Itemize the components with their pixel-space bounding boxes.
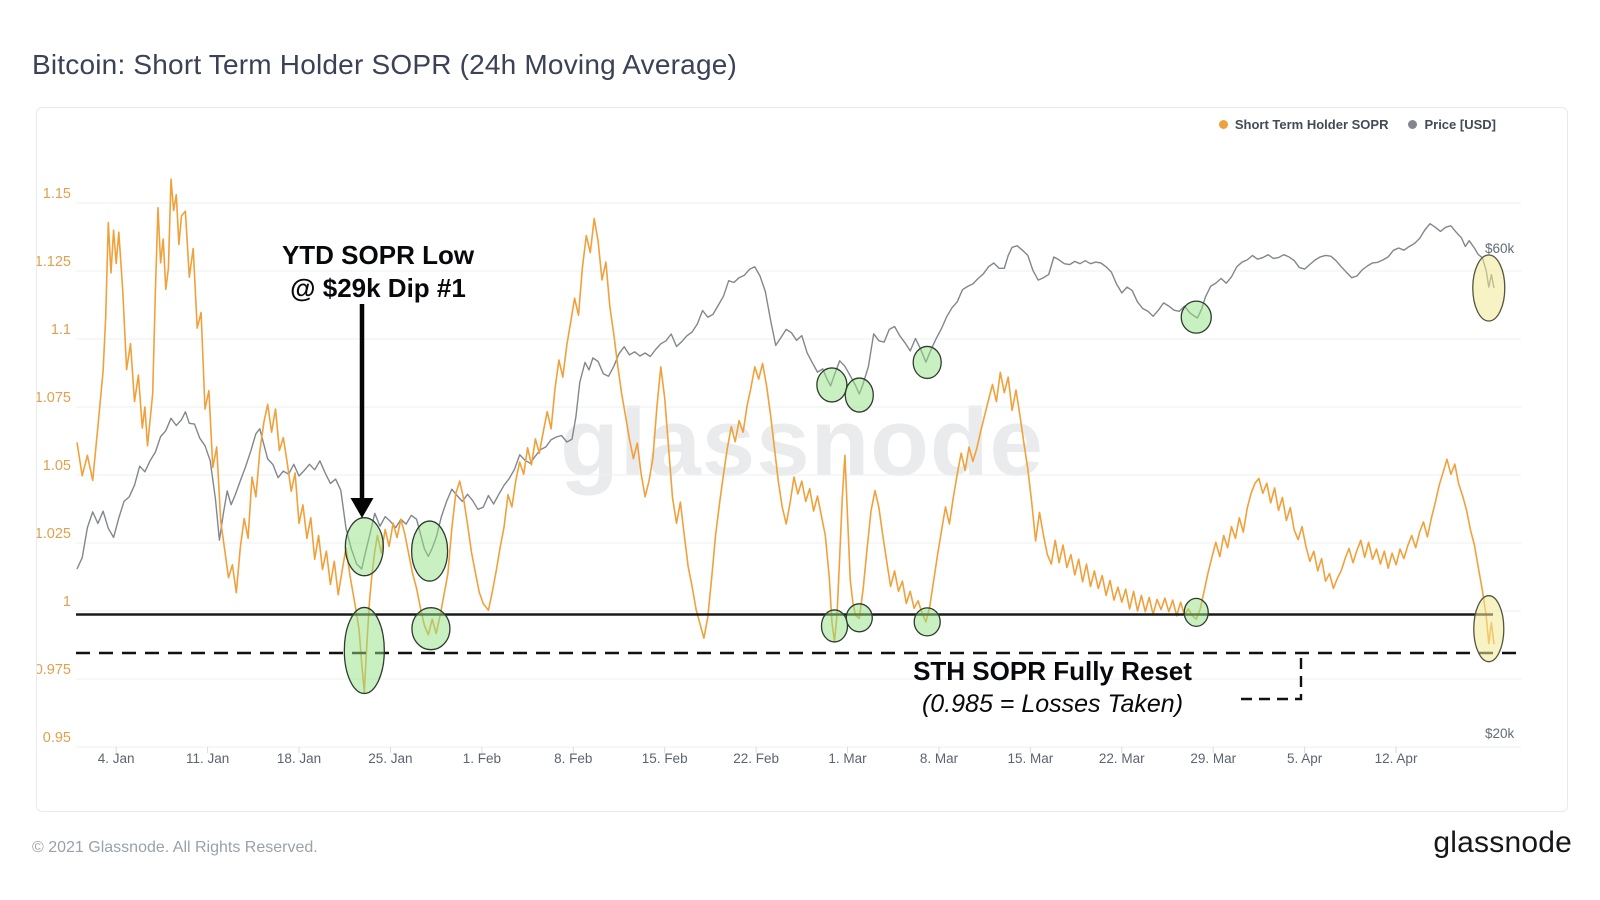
highlight-ellipse-green bbox=[913, 607, 941, 637]
price-legend-dot-icon bbox=[1408, 120, 1418, 129]
date-tick-label: 1. Feb bbox=[463, 751, 501, 766]
sopr-chart: 1.15 1.125 1.1 1.075 1.05 1.025 1 0.975 0.95 4. … bbox=[37, 178, 1521, 766]
price-tick-label: $60k bbox=[1485, 241, 1515, 256]
annotation-sth-fully-reset: STH SOPR Fully Reset (0.985 = Losses Tak… bbox=[865, 655, 1240, 721]
highlight-ellipse-green bbox=[820, 609, 849, 643]
chart-legend: Short Term Holder SOPR Price [USD] bbox=[1218, 117, 1496, 132]
chart-card: glassnode 1.15 1.125 1.1 1.075 1.05 1.025 1 0.9… bbox=[36, 107, 1568, 812]
sopr-line bbox=[76, 178, 1495, 693]
date-tick-label: 4. Jan bbox=[98, 751, 135, 766]
legend-item-price[interactable]: Price [USD] bbox=[1408, 117, 1496, 132]
sopr-tick-label: 1 bbox=[63, 594, 71, 610]
sopr-tick-label: 1.15 bbox=[43, 186, 71, 202]
date-tick-label: 22. Mar bbox=[1099, 751, 1145, 766]
annotation-arrow bbox=[350, 304, 374, 518]
page-title: Bitcoin: Short Term Holder SOPR (24h Mov… bbox=[32, 48, 738, 80]
annotation-ytd-line2: @ $29k Dip #1 bbox=[290, 273, 466, 303]
copyright-text: © 2021 Glassnode. All Rights Reserved. bbox=[32, 839, 318, 856]
x-axis-tick-marks bbox=[115, 747, 1397, 753]
legend-label-sopr: Short Term Holder SOPR bbox=[1234, 117, 1389, 132]
sopr-tick-label: 0.95 bbox=[43, 730, 71, 746]
date-tick-label: 1. Mar bbox=[828, 751, 867, 766]
highlight-ellipse-green bbox=[1180, 300, 1212, 334]
sopr-axis-labels: 1.15 1.125 1.1 1.075 1.05 1.025 1 0.975 0.95 bbox=[37, 186, 71, 746]
highlight-ellipse-green bbox=[343, 606, 385, 695]
footer: © 2021 Glassnode. All Rights Reserved. g… bbox=[32, 826, 1572, 860]
date-axis-labels: 4. Jan 11. Jan 18. Jan 25. Jan 1. Feb 8. Feb 1… bbox=[98, 751, 1418, 766]
annotation-sth-line1: STH SOPR Fully Reset bbox=[913, 656, 1192, 686]
date-tick-label: 15. Mar bbox=[1007, 751, 1053, 766]
sopr-tick-label: 1.1 bbox=[51, 322, 71, 338]
highlight-ellipse-green bbox=[411, 607, 451, 651]
date-tick-label: 18. Jan bbox=[277, 751, 321, 766]
date-tick-label: 22. Feb bbox=[733, 751, 779, 766]
highlight-ellipse-green bbox=[410, 520, 449, 582]
annotation-ytd-sopr-low: YTD SOPR Low @ $29k Dip #1 bbox=[243, 239, 513, 305]
highlight-ellipse-yellow bbox=[1472, 254, 1506, 322]
date-tick-label: 11. Jan bbox=[186, 751, 229, 766]
date-tick-label: 8. Mar bbox=[920, 751, 959, 766]
date-tick-label: 12. Apr bbox=[1375, 751, 1418, 766]
highlight-ellipse-green bbox=[845, 603, 873, 633]
highlight-ellipse-green bbox=[912, 345, 942, 380]
sopr-tick-label: 1.075 bbox=[37, 390, 71, 406]
highlight-ellipse-green bbox=[844, 377, 874, 413]
highlight-ellipse-yellow bbox=[1473, 595, 1505, 663]
date-tick-label: 29. Mar bbox=[1190, 751, 1236, 766]
glassnode-logo: glassnode bbox=[1433, 826, 1572, 859]
sopr-tick-label: 1.125 bbox=[37, 254, 71, 270]
date-tick-label: 25. Jan bbox=[368, 751, 412, 766]
legend-item-sopr[interactable]: Short Term Holder SOPR bbox=[1218, 117, 1389, 132]
highlight-ellipse-green bbox=[816, 367, 848, 403]
sopr-tick-label: 1.025 bbox=[37, 526, 71, 542]
sopr-tick-label: 1.05 bbox=[43, 458, 71, 474]
date-tick-label: 8. Feb bbox=[554, 751, 592, 766]
annotation-ytd-line1: YTD SOPR Low bbox=[281, 240, 475, 270]
date-tick-label: 15. Feb bbox=[642, 751, 688, 766]
price-tick-label: $20k bbox=[1485, 726, 1515, 741]
sopr-tick-label: 0.975 bbox=[37, 662, 71, 678]
price-axis-labels: $60k $20k bbox=[1485, 241, 1515, 741]
highlight-ellipses bbox=[343, 254, 1506, 695]
legend-label-price: Price [USD] bbox=[1424, 117, 1496, 132]
annotation-bracket bbox=[1241, 653, 1303, 701]
annotation-sth-line2: (0.985 = Losses Taken) bbox=[921, 690, 1184, 718]
highlight-ellipse-green bbox=[344, 517, 384, 577]
sopr-legend-dot-icon bbox=[1218, 120, 1228, 129]
price-line bbox=[76, 223, 1495, 570]
highlight-ellipse-green bbox=[1183, 597, 1209, 628]
date-tick-label: 5. Apr bbox=[1287, 751, 1323, 766]
